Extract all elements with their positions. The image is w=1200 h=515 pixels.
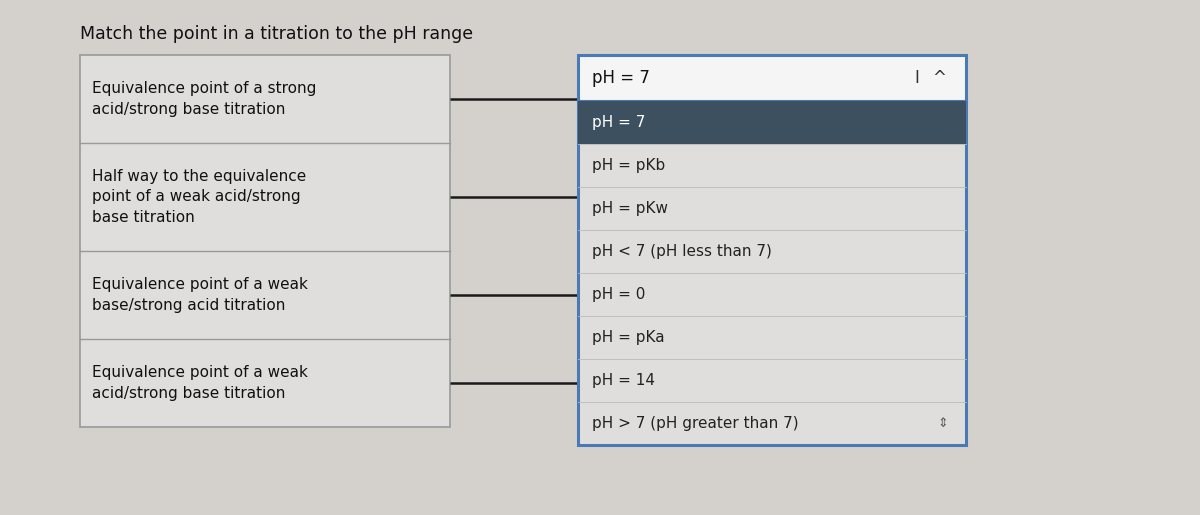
Text: pH < 7 (pH less than 7): pH < 7 (pH less than 7) [592,244,772,259]
Text: ^: ^ [932,69,946,87]
Bar [578,101,966,144]
Text: pH = pKb: pH = pKb [592,158,665,173]
Text: pH > 7 (pH greater than 7): pH > 7 (pH greater than 7) [592,416,799,431]
Text: pH = 14: pH = 14 [592,373,655,388]
Text: Equivalence point of a weak
base/strong acid titration: Equivalence point of a weak base/strong … [92,277,308,313]
Text: pH = pKw: pH = pKw [592,201,668,216]
Text: ⇕: ⇕ [937,417,948,430]
Text: Equivalence point of a weak
acid/strong base titration: Equivalence point of a weak acid/strong … [92,365,308,401]
Text: I: I [914,69,919,87]
Text: pH = 7: pH = 7 [592,69,650,87]
Bar [578,101,966,445]
Bar [80,55,450,427]
Text: Match the point in a titration to the pH range: Match the point in a titration to the pH… [80,25,473,43]
Text: pH = 7: pH = 7 [592,115,646,130]
Text: Equivalence point of a strong
acid/strong base titration: Equivalence point of a strong acid/stron… [92,81,317,117]
Text: Half way to the equivalence
point of a weak acid/strong
base titration: Half way to the equivalence point of a w… [92,169,306,225]
Text: pH = 0: pH = 0 [592,287,646,302]
Bar [578,55,966,101]
Text: pH = pKa: pH = pKa [592,330,665,345]
